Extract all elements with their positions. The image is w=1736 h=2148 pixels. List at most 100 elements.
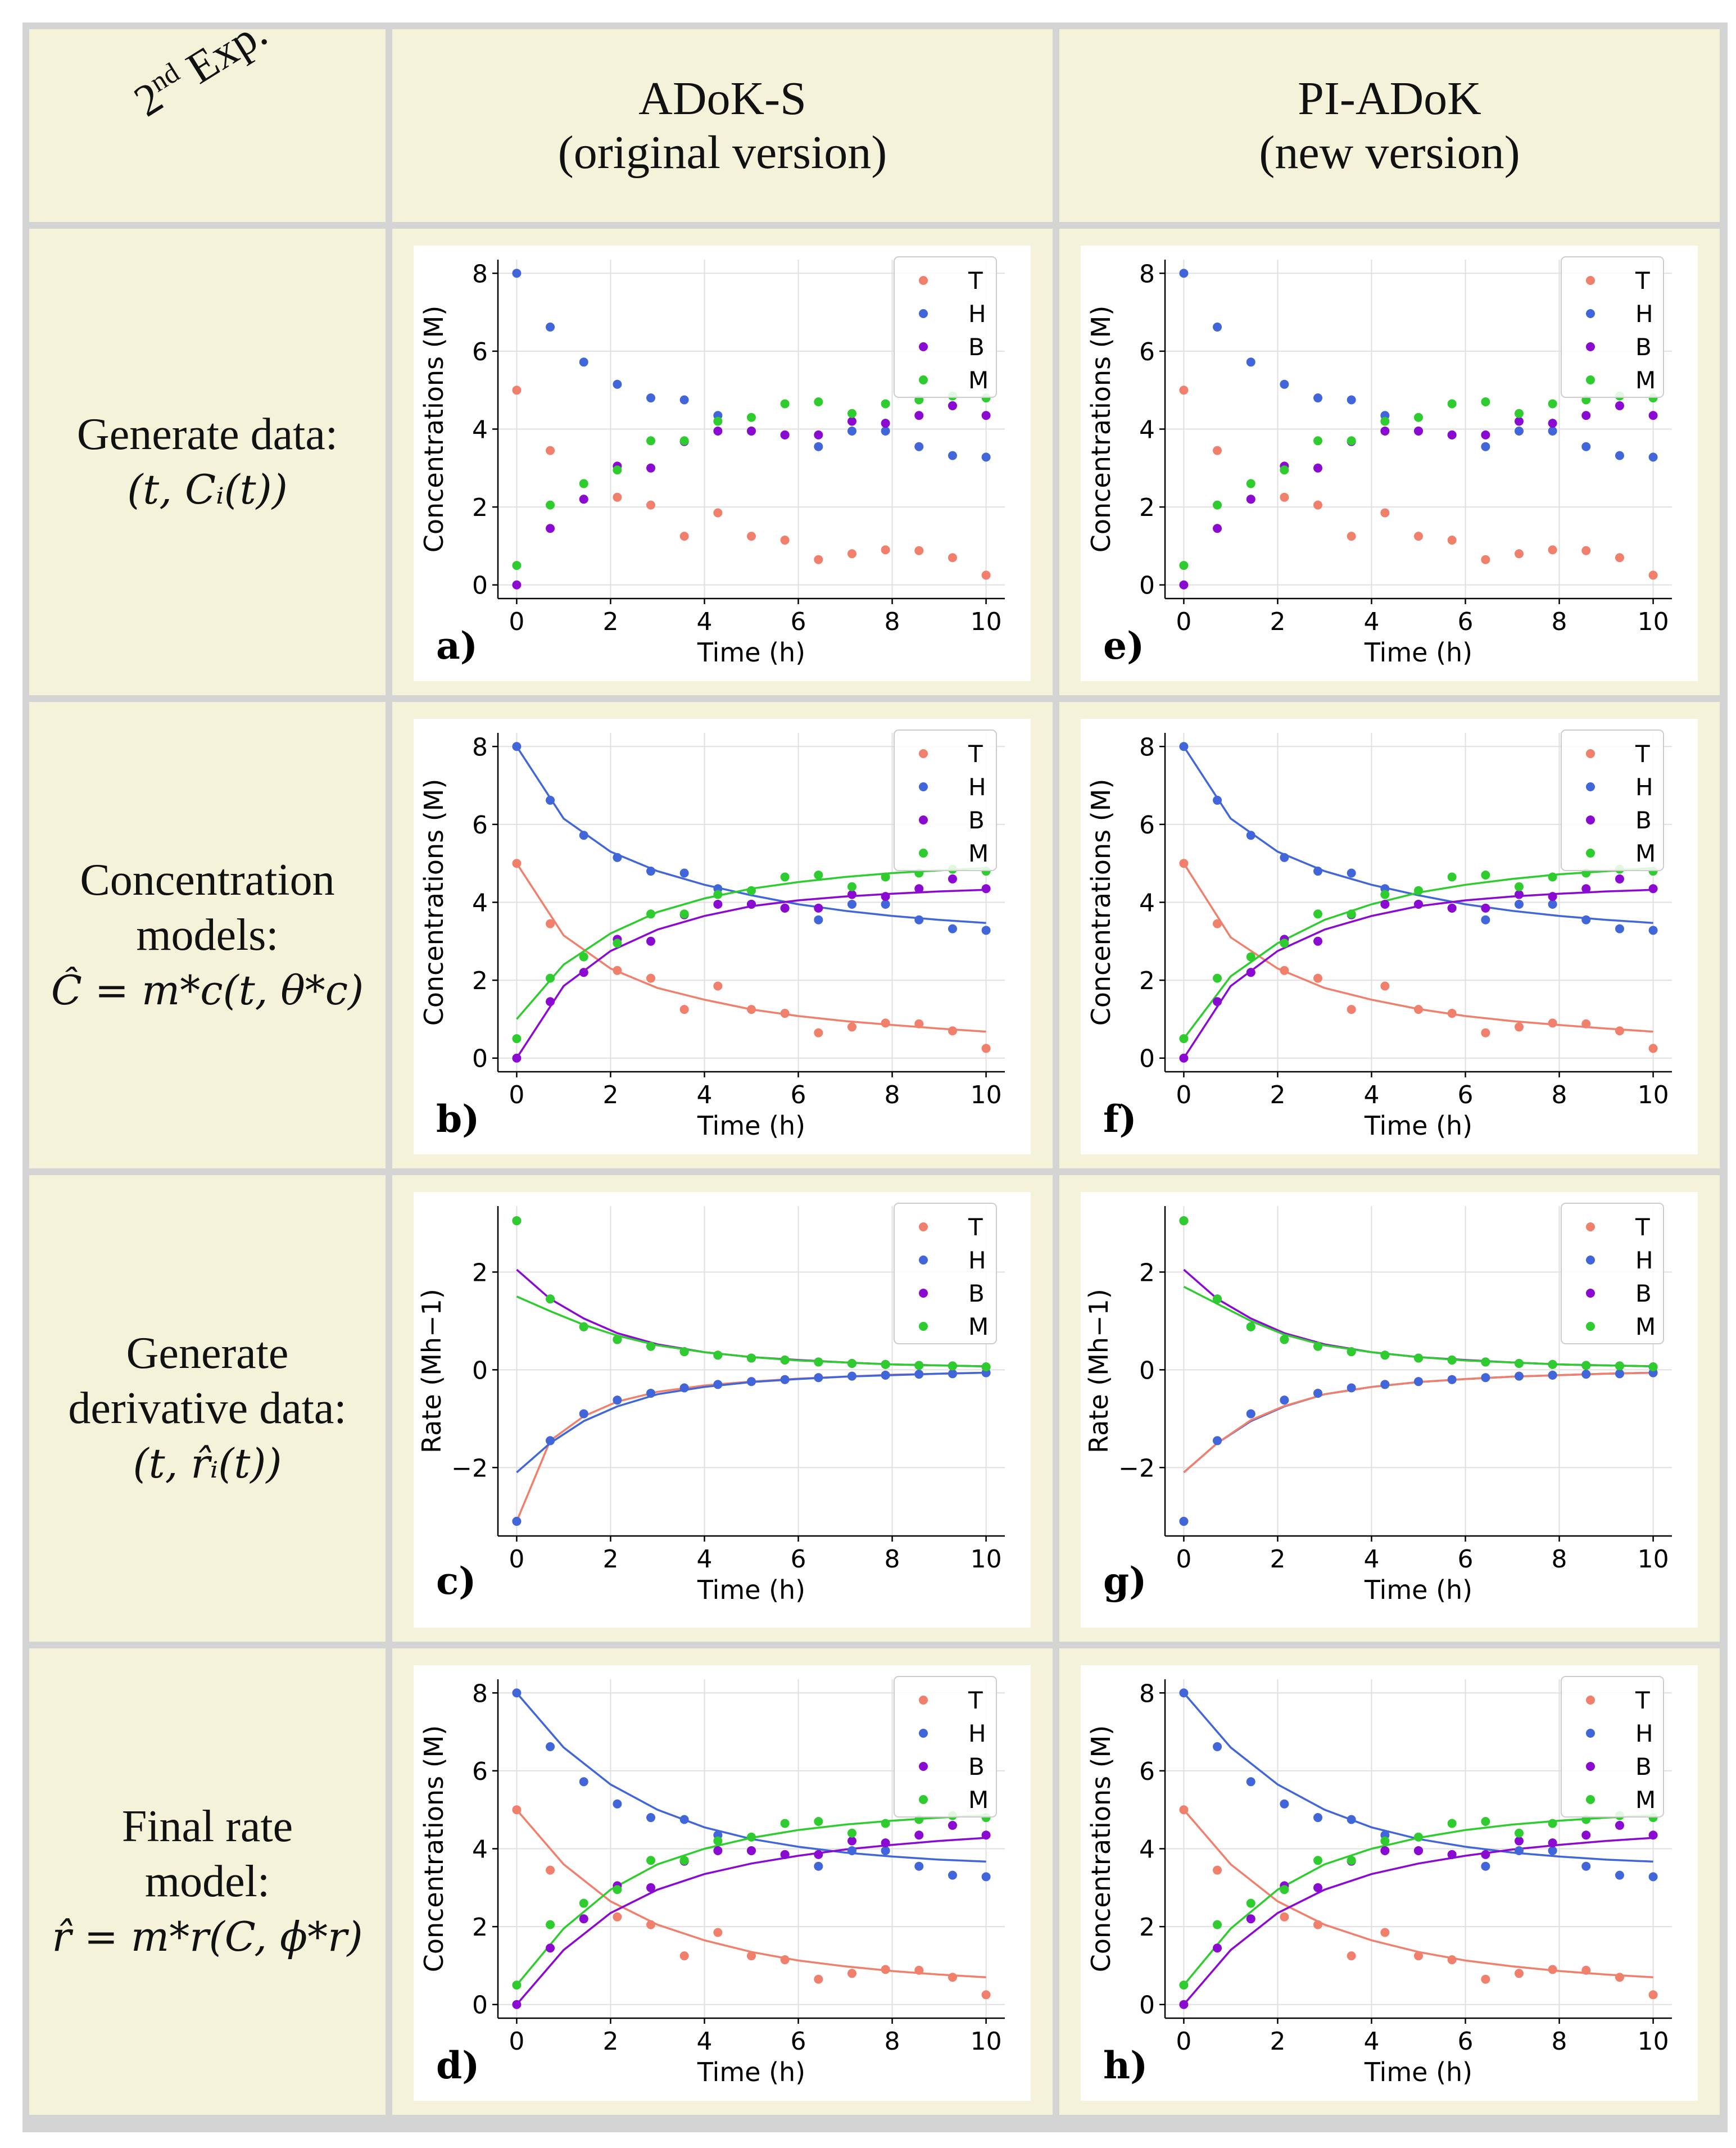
data-point-B <box>814 1850 823 1859</box>
data-point-M <box>847 1828 856 1838</box>
data-point-B <box>579 968 588 977</box>
legend-label-B: B <box>1635 806 1652 834</box>
fit-line-M <box>516 1295 986 1367</box>
data-point-B <box>847 416 856 426</box>
legend-marker-T <box>919 749 928 758</box>
data-point-T <box>512 386 522 395</box>
data-point-B <box>1481 430 1490 439</box>
data-point-M <box>579 479 588 488</box>
data-point-T <box>1548 1018 1557 1028</box>
data-point-T <box>1514 1022 1524 1032</box>
data-point-H <box>1246 1777 1255 1787</box>
x-axis-label: Time (h) <box>697 637 805 668</box>
data-point-B <box>1179 1053 1189 1063</box>
data-point-H <box>1213 1742 1222 1751</box>
data-point-H <box>1581 1370 1591 1379</box>
data-point-M <box>814 870 823 880</box>
legend-marker-H <box>919 1729 928 1738</box>
data-point-H <box>948 1369 957 1379</box>
data-point-M <box>713 1351 723 1360</box>
legend-box <box>1561 256 1664 398</box>
data-point-B <box>646 1883 656 1892</box>
data-point-M <box>646 909 656 919</box>
data-point-T <box>1414 1951 1423 1961</box>
data-point-T <box>1213 919 1222 928</box>
data-point-M <box>1481 870 1490 880</box>
x-tick-label: 0 <box>509 1545 524 1574</box>
data-point-H <box>1347 868 1356 878</box>
y-tick-label: 0 <box>472 1356 488 1385</box>
y-tick-label: 2 <box>472 1913 488 1942</box>
data-point-M <box>948 1361 957 1371</box>
data-point-T <box>613 492 622 502</box>
data-point-H <box>646 1813 656 1823</box>
data-point-H <box>512 1688 522 1698</box>
x-tick-label: 10 <box>971 2027 1002 2056</box>
data-point-M <box>1179 1034 1189 1044</box>
data-point-M <box>1414 1832 1423 1842</box>
y-axis-label: Concentrations (M) <box>1086 779 1116 1026</box>
data-point-M <box>512 1216 522 1226</box>
data-point-M <box>1447 1355 1457 1365</box>
data-point-H <box>981 926 991 935</box>
x-tick-label: 2 <box>602 1081 618 1109</box>
data-point-M <box>613 1885 622 1895</box>
data-point-M <box>613 939 622 948</box>
data-point-M <box>1246 1322 1255 1331</box>
x-tick-label: 0 <box>509 1081 524 1109</box>
data-point-M <box>1246 479 1255 488</box>
data-point-B <box>914 411 924 420</box>
legend-label-T: T <box>1635 1213 1650 1241</box>
panel-label: f) <box>1103 1097 1137 1141</box>
data-point-M <box>747 1353 756 1363</box>
x-tick-label: 4 <box>696 608 712 636</box>
data-point-T <box>679 532 689 541</box>
data-point-M <box>1548 399 1557 409</box>
data-point-H <box>1179 1688 1189 1698</box>
data-point-H <box>1447 1375 1457 1384</box>
data-point-B <box>512 1053 522 1063</box>
data-point-B <box>1548 419 1557 428</box>
data-point-B <box>1581 411 1591 420</box>
data-point-M <box>1179 1981 1189 1990</box>
legend-label-T: T <box>968 1687 983 1714</box>
data-point-H <box>1414 1377 1423 1386</box>
data-point-H <box>613 1395 622 1405</box>
data-point-H <box>1548 899 1557 909</box>
data-point-T <box>646 500 656 510</box>
legend-marker-B <box>1586 342 1595 351</box>
data-point-B <box>1648 411 1658 420</box>
data-point-B <box>1313 936 1323 946</box>
fit-line-H <box>516 1371 986 1474</box>
data-point-M <box>613 1335 622 1344</box>
panel-cell-e: 0 2 4 6 8 10 0 2 4 6 8 Time (h) Concentrations (M) e)… <box>1059 229 1720 695</box>
data-point-M <box>1313 909 1323 919</box>
data-point-T <box>1514 549 1524 559</box>
data-point-T <box>881 545 890 555</box>
x-tick-label: 4 <box>1363 608 1379 636</box>
data-point-T <box>646 1920 656 1929</box>
legend-box <box>1561 729 1664 871</box>
data-point-T <box>713 981 723 991</box>
data-point-H <box>1213 322 1222 332</box>
legend-marker-M <box>919 375 928 384</box>
legend-marker-H <box>919 309 928 318</box>
row-formula: Ĉ = m*c(t, θ*c) <box>51 967 364 1014</box>
x-tick-label: 8 <box>1552 608 1567 636</box>
row-title-2: models: <box>136 910 279 960</box>
x-tick-label: 6 <box>791 2027 806 2056</box>
data-point-H <box>1581 442 1591 451</box>
data-point-M <box>679 909 689 919</box>
legend-label-M: M <box>1635 366 1656 394</box>
data-point-M <box>613 465 622 475</box>
fit-line-B <box>516 1837 986 2005</box>
data-point-H <box>914 915 924 925</box>
data-point-T <box>1481 1028 1490 1037</box>
legend-label-H: H <box>968 773 986 801</box>
data-point-T <box>1447 536 1457 545</box>
x-tick-label: 8 <box>1552 2027 1567 2056</box>
data-point-M <box>1414 1353 1423 1363</box>
